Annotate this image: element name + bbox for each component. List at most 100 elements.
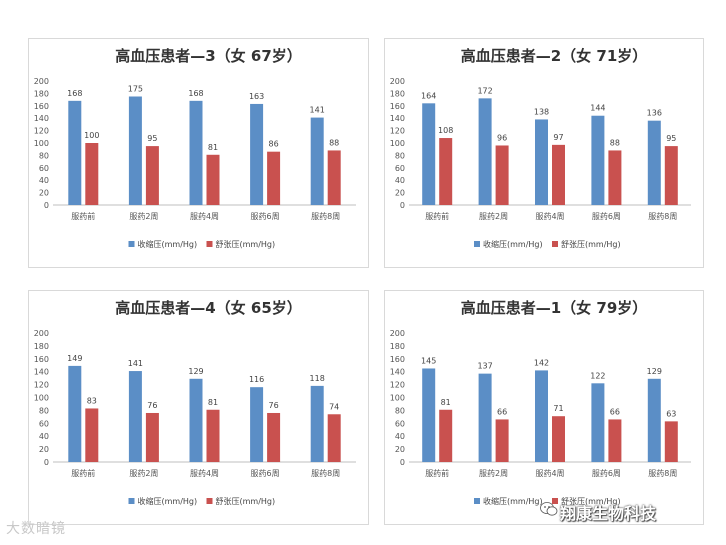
data-label: 100 [84, 131, 99, 140]
chart-title: 高血压患者—3（女 67岁） [115, 47, 302, 65]
y-tick-label: 160 [390, 355, 405, 364]
bar-diastolic [267, 412, 281, 462]
data-label: 88 [329, 138, 339, 147]
y-tick-label: 160 [34, 102, 49, 111]
bar-diastolic [664, 146, 678, 205]
legend-entry: 收缩压(mm/Hg) [138, 239, 198, 249]
data-label: 172 [477, 86, 492, 95]
bar-diastolic [664, 421, 678, 462]
y-tick-label: 20 [395, 189, 405, 198]
data-label: 175 [128, 85, 143, 94]
bar-systolic [478, 98, 492, 205]
x-tick-label: 服药前 [71, 211, 95, 221]
data-label: 168 [188, 89, 203, 98]
data-label: 141 [310, 106, 325, 115]
y-tick-label: 0 [400, 201, 405, 210]
chart-panel-patient-4: 高血压患者—4（女 65岁） 0 20 40 60 80 100 120 140 160 180 20… [28, 290, 369, 525]
chart-panel-patient-3: 高血压患者—3（女 67岁） 0 20 40 60 80 100 120 140 160 180 20… [28, 38, 369, 268]
data-label: 145 [421, 356, 436, 365]
x-tick-label: 服药8周 [311, 468, 340, 478]
y-tick-label: 0 [44, 201, 49, 210]
y-tick-label: 200 [390, 329, 405, 338]
x-tick-label: 服药6周 [592, 468, 621, 478]
bar-systolic [591, 115, 605, 205]
bar-diastolic [608, 419, 622, 462]
y-tick-label: 100 [390, 394, 405, 403]
chart-panel-patient-2: 高血压患者—2（女 71岁） 0 20 40 60 80 100 120 140 160 180 20… [384, 38, 704, 268]
bar-systolic [422, 103, 436, 205]
x-tick-label: 服药6周 [592, 211, 621, 221]
bar-diastolic [85, 143, 99, 205]
data-label: 81 [208, 143, 218, 152]
x-tick-label: 服药6周 [251, 211, 280, 221]
y-tick-label: 200 [34, 77, 49, 86]
legend-entry: 收缩压(mm/Hg) [483, 239, 543, 249]
data-label: 71 [553, 404, 563, 413]
bar-systolic [189, 100, 203, 205]
y-tick-label: 40 [39, 176, 49, 185]
chart-title: 高血压患者—4（女 65岁） [115, 299, 302, 317]
y-tick-label: 200 [34, 329, 49, 338]
bar-diastolic [327, 150, 341, 205]
data-label: 95 [147, 134, 157, 143]
x-tick-label: 服药4周 [535, 468, 564, 478]
bar-chart: 高血压患者—2（女 71岁） 0 20 40 60 80 100 120 140 160 180 20… [390, 47, 691, 249]
bar-systolic [68, 365, 82, 462]
legend-swatch [474, 498, 480, 504]
y-tick-label: 80 [39, 406, 49, 415]
y-tick-label: 100 [34, 394, 49, 403]
bar-chart: 高血压患者—1（女 79岁） 0 20 40 60 80 100 120 140 160 180 20… [390, 299, 691, 506]
x-tick-label: 服药8周 [648, 211, 677, 221]
bar-systolic [310, 117, 324, 205]
x-tick-label: 服药2周 [479, 468, 508, 478]
x-tick-label: 服药8周 [311, 211, 340, 221]
data-label: 88 [610, 138, 620, 147]
y-tick-label: 140 [34, 368, 49, 377]
x-tick-label: 服药前 [425, 211, 449, 221]
y-tick-label: 60 [395, 164, 405, 173]
data-label: 144 [590, 104, 605, 113]
legend-entry: 舒张压(mm/Hg) [561, 496, 621, 506]
y-tick-label: 0 [44, 458, 49, 467]
legend-swatch [474, 241, 480, 247]
data-label: 63 [666, 409, 676, 418]
y-tick-label: 140 [390, 368, 405, 377]
chart-title: 高血压患者—1（女 79岁） [461, 299, 648, 317]
data-label: 122 [590, 371, 605, 380]
y-tick-label: 80 [39, 151, 49, 160]
bar-diastolic [439, 409, 453, 462]
bar-systolic [189, 378, 203, 462]
y-tick-label: 100 [390, 139, 405, 148]
data-label: 81 [208, 398, 218, 407]
bar-systolic [250, 103, 264, 205]
y-tick-label: 180 [34, 342, 49, 351]
data-label: 129 [647, 367, 662, 376]
y-tick-label: 120 [390, 127, 405, 136]
wechat-icon [540, 502, 558, 516]
y-tick-label: 120 [390, 381, 405, 390]
legend-entry: 舒张压(mm/Hg) [216, 496, 276, 506]
data-label: 163 [249, 92, 264, 101]
y-tick-label: 140 [34, 114, 49, 123]
y-tick-label: 120 [34, 381, 49, 390]
data-label: 118 [310, 374, 325, 383]
bar-diastolic [267, 151, 281, 205]
watermark-right: 翔康生物科技 [560, 504, 657, 523]
legend-swatch [206, 241, 213, 247]
x-tick-label: 服药4周 [190, 468, 219, 478]
y-tick-label: 80 [395, 406, 405, 415]
legend-swatch [206, 498, 213, 504]
bar-systolic [591, 383, 605, 462]
data-label: 138 [534, 107, 549, 116]
y-tick-label: 20 [39, 189, 49, 198]
y-tick-label: 40 [39, 432, 49, 441]
x-tick-label: 服药6周 [251, 468, 280, 478]
bar-systolic [250, 387, 264, 462]
y-tick-label: 20 [39, 445, 49, 454]
y-tick-label: 60 [39, 164, 49, 173]
x-tick-label: 服药8周 [648, 468, 677, 478]
y-tick-label: 100 [34, 139, 49, 148]
bar-systolic [68, 100, 82, 205]
bar-chart: 高血压患者—3（女 67岁） 0 20 40 60 80 100 120 140 160 180 20… [34, 47, 356, 249]
x-tick-label: 服药前 [71, 468, 95, 478]
